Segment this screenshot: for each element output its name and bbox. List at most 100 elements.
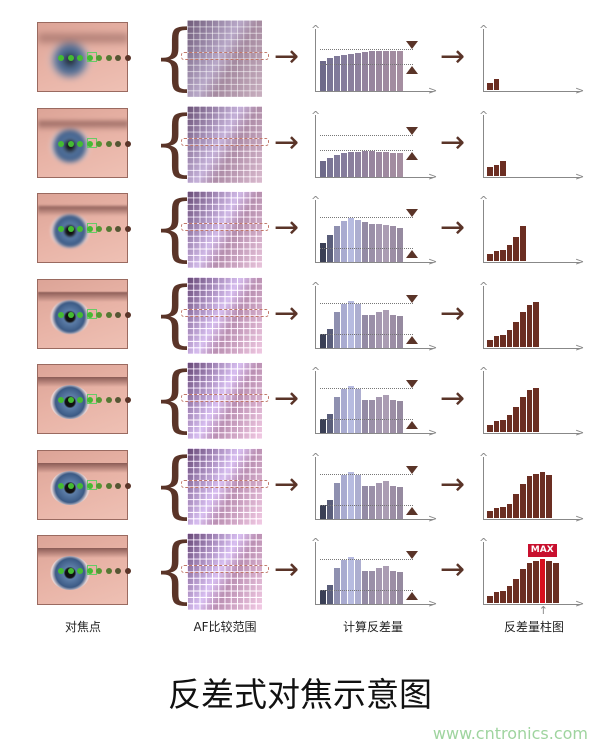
threshold-up-marker-icon — [406, 336, 418, 344]
contrast-bar — [376, 223, 382, 262]
result-bar — [520, 484, 526, 518]
dot — [77, 397, 83, 403]
contrast-histogram-x-axis — [483, 262, 580, 263]
contrast-bar — [320, 160, 326, 177]
dot — [77, 55, 83, 61]
contrast-bar — [348, 386, 354, 433]
contrast-bar — [348, 152, 354, 177]
arrow-right-icon: → — [440, 381, 466, 416]
result-bar — [513, 237, 519, 261]
contrast-bar — [397, 316, 403, 348]
contrast-bar — [369, 223, 375, 262]
contrast-bar — [341, 304, 347, 348]
dot — [115, 568, 121, 574]
contrast-bar — [355, 151, 361, 177]
dot — [67, 55, 74, 61]
contrast-bar — [327, 58, 333, 91]
contrast-bars — [320, 29, 404, 91]
contrast-bars — [320, 542, 404, 604]
dot — [105, 568, 112, 574]
af-compare-line — [181, 565, 269, 573]
contrast-bar — [341, 55, 347, 91]
contrast-bar — [362, 486, 368, 519]
dot — [124, 55, 131, 61]
contrast-histogram: ^ > — [479, 366, 584, 438]
eye-lid — [38, 206, 127, 216]
upper-threshold-line — [320, 303, 413, 304]
result-bar — [520, 312, 526, 347]
contrast-bar — [334, 568, 340, 604]
contrast-bar — [341, 560, 347, 604]
dot — [124, 483, 131, 489]
contrast-chart-y-axis — [315, 115, 316, 177]
contrast-bar — [369, 400, 375, 433]
dot — [124, 397, 131, 403]
contrast-bar — [320, 242, 326, 262]
contrast-chart-x-axis — [315, 262, 433, 263]
dot — [58, 55, 64, 61]
eye-lid — [38, 463, 127, 473]
contrast-chart-y-arrow-icon: ^ — [311, 280, 321, 293]
contrast-bar — [397, 487, 403, 519]
dot — [96, 226, 102, 232]
contrast-bar — [362, 571, 368, 604]
contrast-bar — [362, 315, 368, 348]
contrast-bar — [327, 328, 333, 348]
lower-threshold-line — [320, 419, 413, 420]
lower-threshold-line — [320, 248, 413, 249]
lower-threshold-line — [320, 334, 413, 335]
contrast-histogram-y-arrow-icon: ^ — [479, 280, 489, 293]
result-bar — [520, 569, 526, 603]
result-bar — [493, 79, 500, 90]
result-bar — [500, 506, 506, 518]
contrast-bar — [383, 565, 389, 604]
contrast-chart-y-arrow-icon: ^ — [311, 536, 321, 549]
af-grid — [187, 277, 262, 354]
arrow-right-icon: → — [440, 467, 466, 502]
upper-threshold-line — [320, 559, 413, 560]
result-bar — [487, 253, 493, 261]
upper-threshold-line — [320, 49, 413, 50]
contrast-chart-x-arrow-icon: > — [428, 341, 438, 354]
dot — [86, 226, 93, 232]
dot — [77, 226, 83, 232]
threshold-down-marker-icon — [406, 127, 418, 135]
contrast-bar — [383, 394, 389, 433]
contrast-bar — [327, 499, 333, 519]
af-compare-line — [181, 309, 269, 317]
dot — [86, 568, 93, 574]
threshold-down-marker-icon — [406, 466, 418, 474]
upper-threshold-line — [320, 135, 413, 136]
contrast-chart-x-axis — [315, 519, 433, 520]
contrast-histogram-y-arrow-icon: ^ — [479, 536, 489, 549]
focus-dots — [58, 568, 131, 574]
contrast-chart-x-axis — [315, 433, 433, 434]
threshold-up-marker-icon — [406, 152, 418, 160]
result-bar — [533, 302, 539, 347]
arrow-right-icon: → — [274, 552, 300, 587]
contrast-bar — [320, 334, 326, 348]
contrast-bar — [376, 397, 382, 433]
contrast-bar — [334, 397, 340, 433]
af-grid — [187, 106, 262, 183]
contrast-bar — [334, 312, 340, 348]
label-af-range: AF比较范围 — [193, 620, 257, 634]
eye-lid — [38, 35, 127, 45]
contrast-histogram-y-axis — [483, 286, 484, 348]
dot — [115, 141, 121, 147]
contrast-bar — [390, 400, 396, 433]
result-bar — [539, 472, 546, 518]
max-badge: MAX — [527, 543, 557, 557]
contrast-bar — [390, 315, 396, 348]
arrow-right-icon: → — [274, 39, 300, 74]
contrast-histogram-x-axis — [483, 604, 580, 605]
dot — [67, 483, 74, 489]
contrast-bar — [320, 590, 326, 604]
threshold-up-marker-icon — [406, 250, 418, 258]
contrast-bar — [355, 304, 361, 348]
dot — [86, 483, 93, 489]
result-bar — [487, 167, 493, 176]
af-grid — [187, 448, 262, 525]
contrast-chart: ^ > — [311, 110, 437, 182]
contrast-histogram: ^ > MAX ↑ — [479, 537, 584, 616]
